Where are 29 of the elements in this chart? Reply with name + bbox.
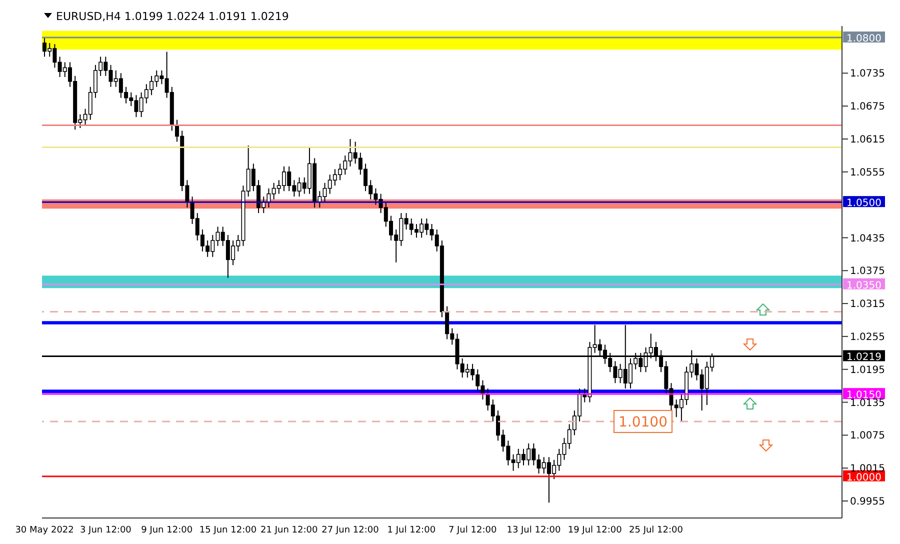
x-tick-label: 9 Jun 12:00 <box>141 525 193 536</box>
y-tick-label: 1.0255 <box>850 332 885 343</box>
ref-line-label: 1.0100 <box>618 414 668 430</box>
x-tick-label: 13 Jul 12:00 <box>506 525 561 536</box>
x-tick-label: 27 Jun 12:00 <box>322 525 380 536</box>
y-tick-label: 1.0315 <box>850 299 885 310</box>
x-tick-label: 30 May 2022 <box>15 525 74 536</box>
x-tick-label: 7 Jul 12:00 <box>448 525 497 536</box>
x-tick-label: 25 Jul 12:00 <box>629 525 684 536</box>
x-tick-label: 1 Jul 12:00 <box>387 525 436 536</box>
y-tick-label: 0.9955 <box>850 496 885 508</box>
y-tick-label: 1.0555 <box>850 167 885 178</box>
x-tick-label: 21 Jun 12:00 <box>260 525 318 536</box>
ref-line-label: 1.0500 <box>846 198 882 210</box>
ref-line-label: 1.0800 <box>846 34 882 45</box>
y-tick-label: 1.0195 <box>850 364 885 376</box>
y-tick-label: 1.0075 <box>850 430 885 442</box>
y-tick-label: 1.0735 <box>850 68 885 80</box>
ref-line-label: 1.0000 <box>846 472 882 484</box>
x-tick-label: 3 Jun 12:00 <box>80 525 132 536</box>
ref-line-label: 1.0350 <box>846 280 882 292</box>
y-tick-label: 1.0435 <box>850 233 885 244</box>
y-tick-label: 1.0675 <box>850 102 885 113</box>
ref-line-label: 1.0219 <box>846 352 882 364</box>
y-tick-label: 1.0615 <box>850 134 885 146</box>
y-tick-label: 1.0375 <box>850 266 885 278</box>
chart-title: EURUSD,H4 1.0199 1.0224 1.0191 1.0219 <box>56 10 289 23</box>
x-tick-label: 15 Jun 12:00 <box>199 525 257 536</box>
x-tick-label: 19 Jul 12:00 <box>568 525 622 536</box>
